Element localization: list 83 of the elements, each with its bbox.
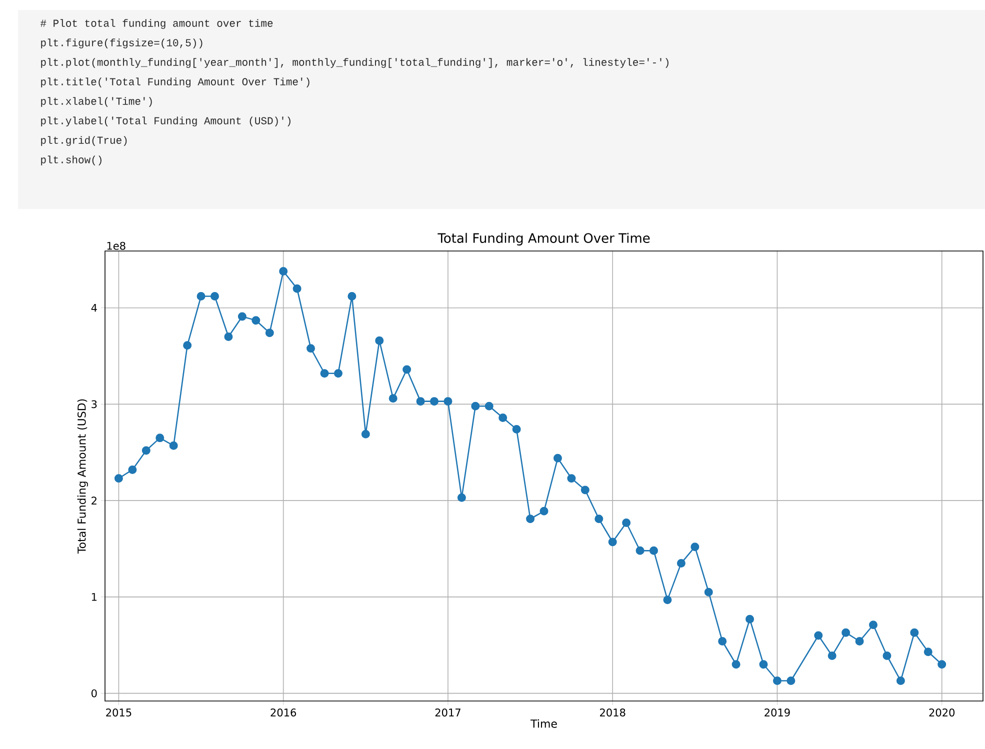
point bbox=[869, 620, 878, 630]
y-tick-label: 3 bbox=[92, 400, 97, 408]
point bbox=[772, 676, 782, 686]
point bbox=[334, 369, 342, 378]
point bbox=[842, 628, 850, 637]
y-tick-label: 1 bbox=[92, 593, 97, 601]
point bbox=[746, 614, 754, 624]
point bbox=[430, 397, 439, 406]
point bbox=[896, 676, 905, 686]
point bbox=[196, 292, 206, 301]
point bbox=[238, 312, 246, 321]
point bbox=[786, 676, 796, 686]
point bbox=[348, 292, 356, 301]
point bbox=[567, 474, 576, 483]
point bbox=[388, 394, 398, 403]
text: plt.xlabel('Time') bbox=[41, 97, 152, 107]
point bbox=[704, 588, 713, 596]
point bbox=[690, 542, 700, 552]
point bbox=[156, 434, 164, 442]
point bbox=[924, 648, 932, 656]
y-tick-label: 4 bbox=[91, 304, 97, 312]
point bbox=[594, 514, 604, 524]
point bbox=[938, 660, 946, 669]
point bbox=[540, 506, 548, 516]
x-tick-label: 2020 bbox=[929, 708, 955, 716]
point bbox=[320, 369, 329, 378]
point bbox=[759, 660, 768, 669]
point bbox=[306, 344, 316, 353]
point bbox=[444, 397, 452, 406]
x-tick-label: 2018 bbox=[600, 708, 626, 716]
point bbox=[361, 430, 370, 438]
point bbox=[498, 413, 508, 422]
text: plt.grid(True) bbox=[41, 136, 127, 146]
x-tick-label: 2015 bbox=[106, 708, 132, 716]
x-axis-title: Time bbox=[530, 719, 557, 728]
point bbox=[402, 365, 412, 374]
point bbox=[828, 651, 836, 660]
point bbox=[375, 336, 384, 345]
text: plt.title('Total Funding Amount Over Time') bbox=[41, 78, 310, 88]
point bbox=[814, 631, 823, 640]
point bbox=[457, 493, 466, 502]
text: # Plot total funding amount over time bbox=[40, 19, 273, 29]
point bbox=[471, 402, 480, 410]
point bbox=[882, 651, 892, 660]
point bbox=[663, 596, 672, 604]
point bbox=[608, 538, 617, 546]
text: plt.plot(monthly_funding['year_month'], monthly_funding['total_funding'], marker='o', linestyle='-') bbox=[41, 58, 668, 68]
point bbox=[169, 441, 178, 450]
point bbox=[279, 266, 288, 276]
point bbox=[265, 328, 274, 338]
text: plt.show() bbox=[41, 156, 102, 166]
text: plt.figure(figsize=(10,5)) bbox=[41, 38, 202, 48]
point bbox=[114, 474, 123, 483]
point bbox=[183, 341, 192, 350]
point bbox=[128, 465, 137, 474]
point bbox=[142, 446, 150, 455]
point bbox=[650, 546, 658, 555]
x-tick-label: 2019 bbox=[764, 708, 790, 716]
point bbox=[718, 637, 727, 646]
point bbox=[512, 425, 521, 434]
point bbox=[416, 397, 425, 406]
point bbox=[526, 514, 535, 524]
point bbox=[210, 292, 219, 301]
point bbox=[732, 660, 740, 669]
point bbox=[622, 518, 631, 527]
point bbox=[292, 284, 302, 293]
text: plt.ylabel('Total Funding Amount (USD)') bbox=[41, 116, 290, 126]
point bbox=[484, 402, 494, 410]
point bbox=[580, 486, 590, 494]
point bbox=[676, 558, 686, 568]
chart-title: Total Funding Amount Over Time bbox=[438, 232, 650, 246]
point bbox=[252, 316, 260, 325]
point bbox=[224, 332, 233, 342]
x-tick-label: 2017 bbox=[435, 708, 460, 716]
point bbox=[855, 637, 864, 646]
text: 1e8 bbox=[107, 242, 126, 250]
y-axis-title: Total Funding Amount (USD) bbox=[77, 399, 88, 554]
point bbox=[636, 546, 644, 555]
point bbox=[910, 628, 919, 637]
y-tick-label: 2 bbox=[92, 496, 96, 504]
x-tick-label: 2016 bbox=[270, 708, 296, 716]
y-tick-label: 0 bbox=[91, 689, 97, 698]
point bbox=[553, 454, 562, 462]
